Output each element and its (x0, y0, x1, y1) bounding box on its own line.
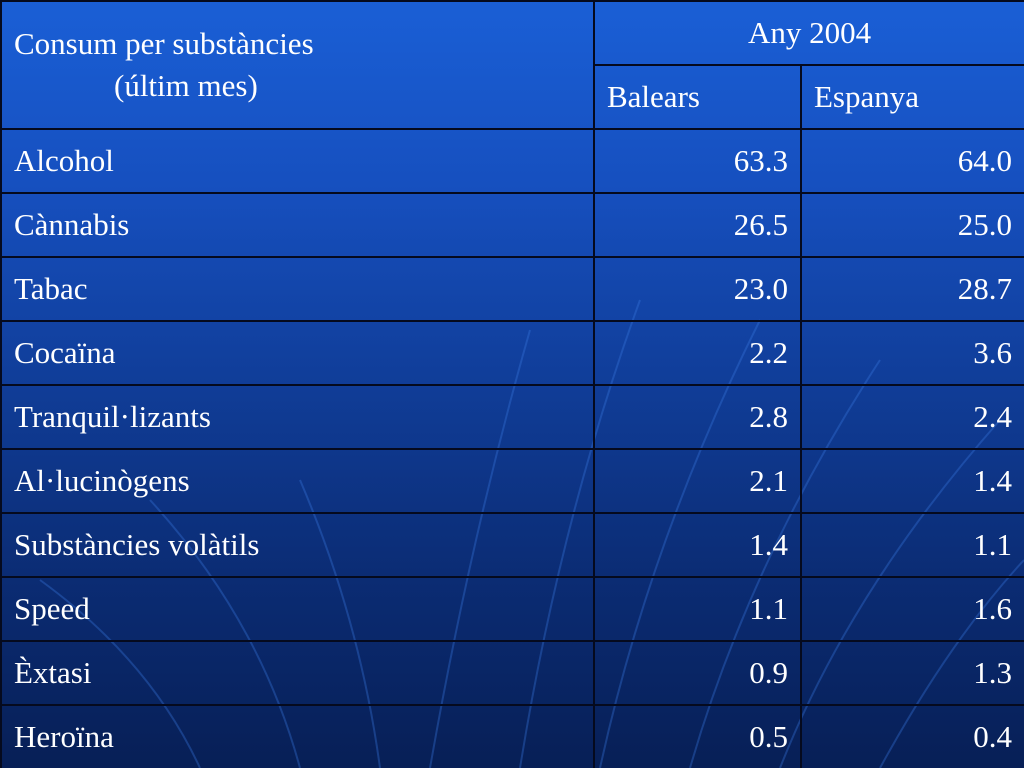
table-title-line-1: Consum per substàncies (14, 26, 314, 61)
value-espanya: 28.7 (799, 256, 1024, 322)
substance-name: Tranquil·lizants (0, 384, 595, 450)
value-espanya: 1.1 (799, 512, 1024, 578)
table-row: Substàncies volàtils 1.4 1.1 (0, 512, 1024, 578)
value-balears: 0.5 (593, 704, 802, 768)
substance-name: Alcohol (0, 128, 595, 194)
value-espanya: 2.4 (799, 384, 1024, 450)
substance-name: Cocaïna (0, 320, 595, 386)
table-row: Cànnabis 26.5 25.0 (0, 192, 1024, 258)
substance-name: Heroïna (0, 704, 595, 768)
value-balears: 26.5 (593, 192, 802, 258)
year-header: Any 2004 (592, 0, 1024, 66)
table-row: Al·lucinògens 2.1 1.4 (0, 448, 1024, 514)
value-espanya: 64.0 (799, 128, 1024, 194)
substance-name: Èxtasi (0, 640, 595, 706)
value-balears: 0.9 (593, 640, 802, 706)
substance-name: Cànnabis (0, 192, 595, 258)
table-row: Alcohol 63.3 64.0 (0, 128, 1024, 194)
value-espanya: 1.3 (799, 640, 1024, 706)
value-balears: 1.4 (593, 512, 802, 578)
value-espanya: 25.0 (799, 192, 1024, 258)
column-header-espanya: Espanya (799, 64, 1024, 130)
table-row: Èxtasi 0.9 1.3 (0, 640, 1024, 706)
table-row: Heroïna 0.5 0.4 (0, 704, 1024, 768)
table-row: Tranquil·lizants 2.8 2.4 (0, 384, 1024, 450)
header-row-2: Balears Espanya (1, 64, 1024, 130)
substance-name: Al·lucinògens (0, 448, 595, 514)
value-espanya: 1.6 (799, 576, 1024, 642)
substance-name: Substàncies volàtils (0, 512, 595, 578)
value-balears: 2.8 (593, 384, 802, 450)
value-balears: 23.0 (593, 256, 802, 322)
table-row: Tabac 23.0 28.7 (0, 256, 1024, 322)
value-espanya: 0.4 (799, 704, 1024, 768)
table-row: Speed 1.1 1.6 (0, 576, 1024, 642)
substance-name: Tabac (0, 256, 595, 322)
value-espanya: 1.4 (799, 448, 1024, 514)
table-row: Cocaïna 2.2 3.6 (0, 320, 1024, 386)
table-title-cell: Consum per substàncies (últim mes) (0, 0, 595, 130)
value-balears: 1.1 (593, 576, 802, 642)
value-espanya: 3.6 (799, 320, 1024, 386)
value-balears: 2.2 (593, 320, 802, 386)
column-header-balears: Balears (593, 64, 802, 130)
value-balears: 2.1 (593, 448, 802, 514)
value-balears: 63.3 (593, 128, 802, 194)
substance-name: Speed (0, 576, 595, 642)
table-title-line-2: (últim mes) (114, 68, 258, 103)
header-row-1: Consum per substàncies (últim mes) Any 2… (0, 0, 1024, 130)
